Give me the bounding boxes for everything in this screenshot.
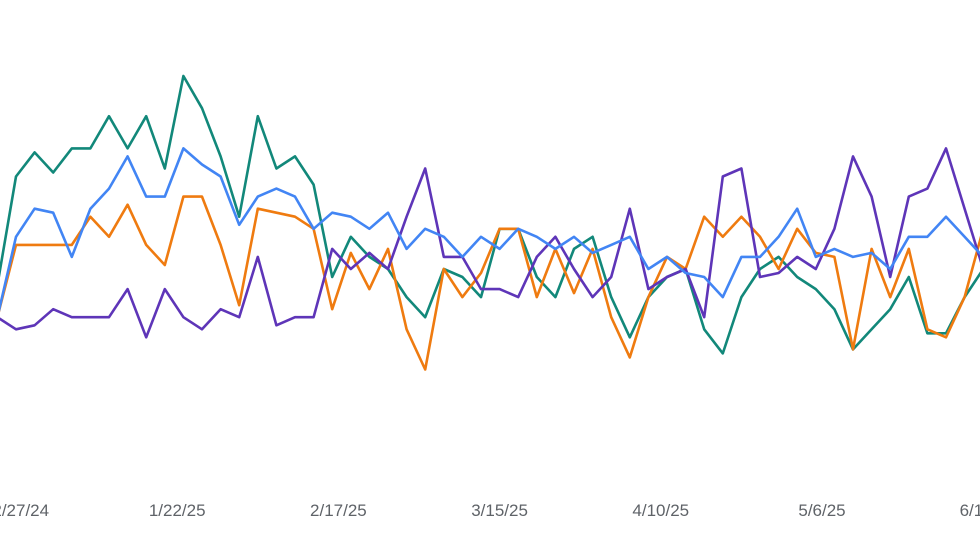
- series-1: [0, 195, 980, 371]
- series-0: [0, 74, 980, 355]
- x-tick-label: 12/27/24: [0, 501, 49, 520]
- x-tick-label: 5/6/25: [798, 501, 845, 520]
- series-line-3: [0, 147, 980, 312]
- series-3: [0, 147, 980, 312]
- series-line-2: [0, 147, 980, 339]
- series-line-1: [0, 195, 980, 371]
- series-2: [0, 147, 980, 339]
- x-tick-label: 4/10/25: [632, 501, 689, 520]
- x-tick-label: 2/17/25: [310, 501, 367, 520]
- x-tick-label: 6/1/25: [960, 501, 980, 520]
- x-tick-label: 3/15/25: [471, 501, 528, 520]
- series-line-0: [0, 74, 980, 355]
- x-tick-label: 1/22/25: [149, 501, 206, 520]
